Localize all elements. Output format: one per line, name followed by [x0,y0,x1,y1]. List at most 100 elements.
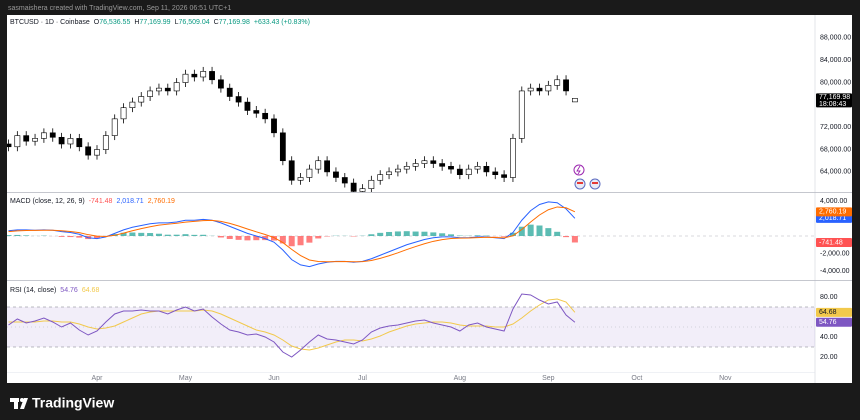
ohlc-value: 77,169.98 [219,19,250,26]
legend: MACD (close, 12, 26, 9) -741.48 2,018.71 2,… [10,198,175,205]
candle-body [545,85,552,92]
histogram-bar [120,232,127,236]
histogram-bar [501,235,508,237]
histogram-bar [474,235,481,236]
change: +633.43 (+0.83%) [254,19,310,26]
candle-body [571,98,578,103]
candle-body [200,71,207,78]
candle-body [7,143,12,148]
rsi-line [8,293,576,358]
candle-body [14,135,21,148]
candle-body [377,174,384,181]
ohlc-value: 76,536.55 [99,19,130,26]
candle-body [439,163,446,167]
histogram-bar [138,232,145,236]
histogram-bar [306,235,313,243]
x-tick-label: Jul [358,375,367,382]
ohlc-value: 77,169.99 [139,19,170,26]
candle-body [456,168,463,175]
candle-body [333,171,339,178]
histogram-bar [421,231,428,236]
candle-body [501,174,507,178]
histogram-bar [403,231,410,236]
ohlc-key: H [134,19,139,26]
histogram-bar [262,235,269,241]
histogram-bar [173,234,180,236]
x-tick-label: May [179,375,193,382]
candle-body [182,73,189,83]
histogram-bar [563,235,570,238]
histogram-bar [155,233,162,236]
histogram-bar [191,234,198,236]
candle-body [483,166,490,173]
event-icons [573,164,601,190]
candle-body [386,171,392,175]
histogram-bar [7,235,12,236]
value-box-label: 54.76 [819,319,837,326]
candle-body [279,132,286,162]
candle-body [368,179,375,189]
candle-body [191,73,198,78]
indicator-title: RSI (14, close) [10,287,56,294]
indicator-title: MACD (close, 12, 26, 9) [10,198,85,205]
candle-body [341,177,348,184]
candle-body [235,96,242,103]
histogram-bar [439,233,446,236]
value-box [816,317,852,327]
y-tick-label: -2,000.00 [820,250,850,257]
histogram-bar [288,235,295,247]
y-tick-label: 80.00 [820,294,838,301]
price-box [816,93,852,108]
candle-body [288,160,295,181]
histogram-bar [297,235,304,246]
y-tick-label: 68,000.00 [820,146,851,153]
candle-body [315,160,322,170]
histogram-bar [226,235,233,239]
candle-body [244,101,251,111]
histogram-bar [271,235,277,241]
histogram-bar [129,232,136,236]
ohlc-key: O [94,19,100,26]
logo-mark [14,398,18,409]
pane [7,201,815,268]
candle-body [563,79,569,92]
histogram-bar [386,231,393,236]
candle-body [156,87,162,92]
candle-body [350,182,357,192]
event-icon [592,182,598,184]
candle-body [102,135,109,150]
candle-body [430,160,437,164]
event-icon [573,164,585,176]
candle-body [421,160,428,164]
pane [7,293,815,358]
y-tick-label: 84,000.00 [820,57,851,64]
candle-body [262,112,269,120]
histogram-bar [253,235,260,241]
histogram-bar [377,232,384,236]
macd-line [8,201,576,268]
price-box-label: 77,169.98 [819,94,850,101]
histogram-bar [182,234,189,236]
candle-body [403,166,410,170]
candle-body [518,90,525,139]
indicator-value: 64.68 [82,287,100,294]
candle-body [147,90,153,97]
histogram-bar [147,233,154,236]
candle-body [85,146,92,156]
candle-body [554,79,561,86]
candle-body [49,132,56,138]
indicator-value: 54.76 [60,287,78,294]
histogram-bar [58,235,65,237]
x-tick-label: Apr [92,375,104,382]
candle-body [412,163,419,167]
candle-body [94,149,100,156]
histogram-bar [527,224,534,236]
y-tick-label: 20.00 [820,354,838,361]
event-icon [577,182,583,184]
histogram-bar [23,235,30,236]
ohlc-key: L [175,19,179,26]
pane [7,66,578,192]
value-box-label: 2,760.19 [819,209,846,216]
